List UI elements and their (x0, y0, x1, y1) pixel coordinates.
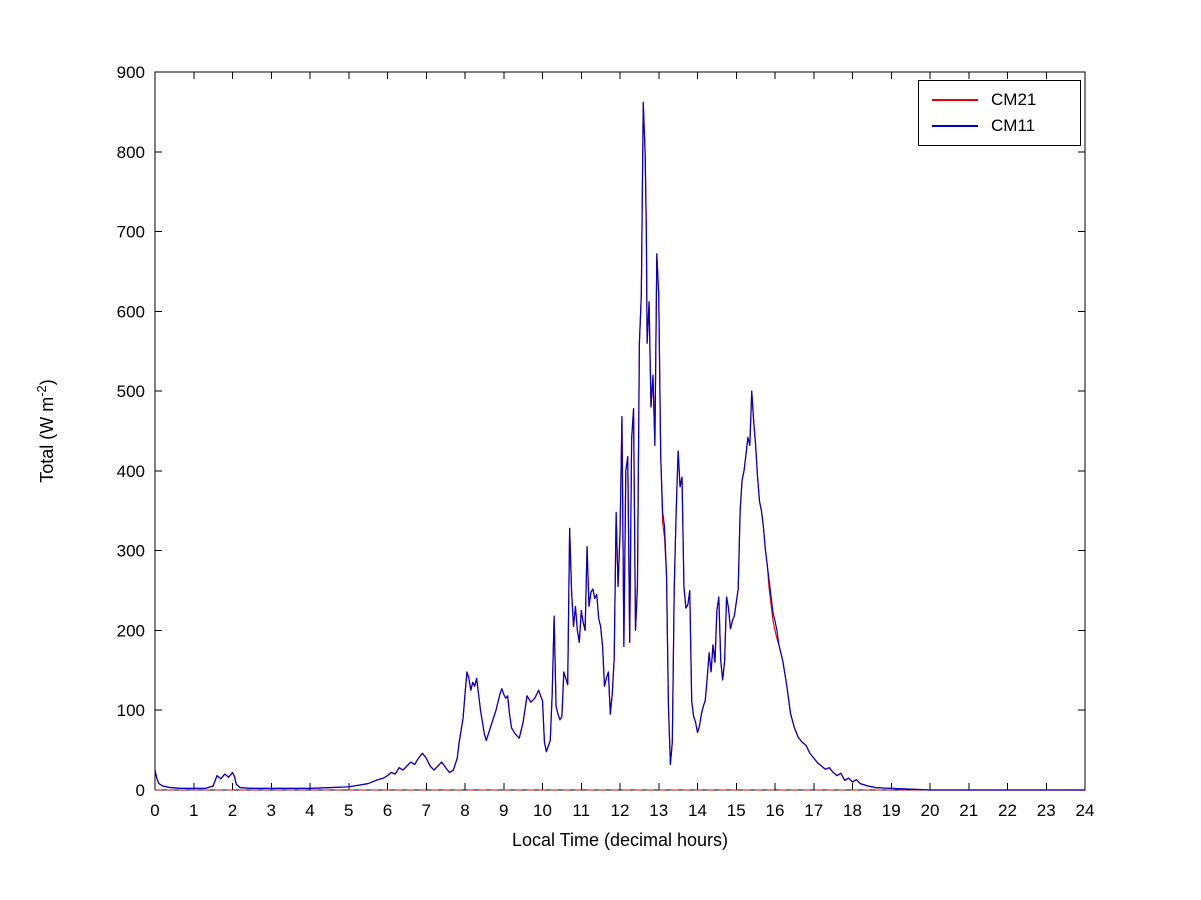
x-tick-label: 22 (998, 801, 1017, 820)
x-tick-label: 23 (1037, 801, 1056, 820)
x-tick-label: 13 (649, 801, 668, 820)
x-tick-label: 2 (228, 801, 237, 820)
x-tick-label: 8 (460, 801, 469, 820)
y-tick-label: 600 (117, 302, 145, 321)
y-axis-label-prefix: Total (W m (37, 396, 57, 483)
x-tick-label: 4 (305, 801, 314, 820)
x-tick-label: 16 (766, 801, 785, 820)
y-axis-label-superscript: -2 (34, 385, 49, 397)
x-tick-label: 19 (882, 801, 901, 820)
series-line-cm21 (154, 101, 1085, 791)
x-tick-label: 6 (383, 801, 392, 820)
y-tick-label: 700 (117, 223, 145, 242)
y-axis-label: Total (W m-2) (34, 379, 58, 483)
x-tick-label: 9 (499, 801, 508, 820)
legend: CM21 CM11 (918, 80, 1081, 146)
series-line-cm11 (154, 101, 1085, 791)
legend-item-cm21: CM21 (919, 87, 1080, 113)
x-tick-label: 15 (727, 801, 746, 820)
x-tick-label: 10 (533, 801, 552, 820)
x-tick-label: 1 (189, 801, 198, 820)
x-tick-label: 18 (843, 801, 862, 820)
y-tick-label: 900 (117, 63, 145, 82)
y-axis-label-suffix: ) (37, 379, 57, 386)
x-tick-label: 24 (1076, 801, 1095, 820)
y-tick-label: 800 (117, 143, 145, 162)
x-tick-label: 7 (422, 801, 431, 820)
x-tick-label: 0 (150, 801, 159, 820)
y-tick-label: 500 (117, 382, 145, 401)
y-tick-label: 0 (136, 781, 145, 800)
legend-line-cm21 (932, 99, 978, 101)
y-tick-label: 200 (117, 621, 145, 640)
x-tick-label: 11 (572, 801, 590, 820)
y-tick-label: 400 (117, 462, 145, 481)
legend-label-cm11: CM11 (991, 116, 1036, 135)
x-tick-label: 17 (804, 801, 823, 820)
x-tick-label: 21 (959, 801, 978, 820)
x-tick-label: 14 (688, 801, 707, 820)
x-tick-label: 5 (344, 801, 353, 820)
x-tick-label: 3 (267, 801, 276, 820)
legend-label-cm21: CM21 (991, 90, 1037, 109)
x-axis-label: Local Time (decimal hours) (511, 830, 729, 850)
y-tick-label: 100 (117, 701, 145, 720)
legend-line-cm11 (932, 125, 978, 127)
x-tick-label: 20 (921, 801, 940, 820)
x-tick-label: 12 (611, 801, 630, 820)
y-tick-label: 300 (117, 542, 145, 561)
legend-item-cm11: CM11 (919, 113, 1080, 139)
plot-border (154, 71, 1086, 791)
